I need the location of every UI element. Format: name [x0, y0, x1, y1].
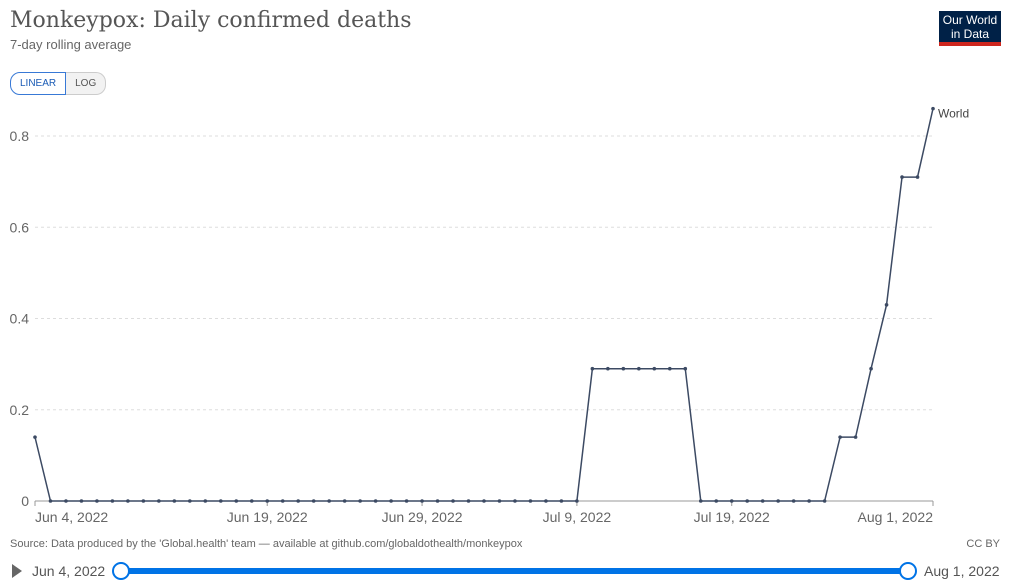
data-point — [683, 366, 688, 371]
y-tick-label: 0.4 — [10, 311, 30, 327]
x-tick-label: Jun 4, 2022 — [35, 509, 108, 525]
data-point — [915, 175, 920, 179]
owid-logo[interactable]: Our World in Data — [939, 11, 1001, 46]
timeline-track[interactable] — [120, 568, 907, 574]
data-point — [141, 499, 146, 503]
x-tick-label: Jun 29, 2022 — [382, 509, 463, 525]
data-point — [528, 499, 533, 503]
data-point — [745, 499, 750, 503]
data-point — [280, 499, 285, 503]
data-point — [203, 499, 208, 503]
data-point — [435, 499, 440, 503]
data-point — [451, 499, 455, 503]
log-button[interactable]: LOG — [66, 72, 107, 95]
timeline-start-label: Jun 4, 2022 — [32, 563, 106, 579]
series-label-world: World — [938, 107, 969, 121]
data-point — [838, 435, 842, 439]
data-point — [265, 499, 270, 503]
data-point — [853, 435, 858, 439]
data-point — [714, 499, 719, 503]
y-tick-label: 0 — [21, 493, 29, 509]
data-point — [652, 366, 657, 371]
x-tick-label: Aug 1, 2022 — [857, 509, 933, 525]
data-point — [760, 499, 765, 503]
x-tick-label: Jul 19, 2022 — [694, 509, 770, 525]
y-tick-label: 0.8 — [10, 128, 30, 144]
data-point — [776, 499, 780, 503]
line-chart: 0 0.2 0.4 0.6 0.8 Jun 4, 2022 Jun 19, 2022 Jun … — [10, 106, 970, 525]
data-point — [807, 499, 811, 503]
data-point — [791, 499, 796, 503]
scale-toggle: LINEAR LOG — [10, 72, 107, 95]
linear-button[interactable]: LINEAR — [10, 72, 67, 95]
data-point — [172, 499, 177, 503]
source-note: Source: Data produced by the 'Global.hea… — [10, 538, 523, 550]
data-point — [621, 366, 626, 371]
data-point — [729, 499, 734, 503]
data-point — [110, 499, 115, 503]
data-point — [544, 499, 548, 503]
chart-title: Monkeypox: Daily confirmed deaths — [10, 8, 412, 33]
y-tick-label: 0.6 — [10, 219, 30, 235]
data-point — [497, 499, 502, 503]
play-icon[interactable] — [12, 564, 22, 578]
series-line-world — [34, 108, 934, 502]
data-point — [95, 499, 99, 503]
timeline-end-label: Aug 1, 2022 — [924, 563, 1000, 579]
data-point — [466, 499, 471, 503]
data-point — [33, 435, 37, 439]
data-point — [234, 499, 239, 503]
data-point — [296, 499, 301, 503]
data-point — [64, 499, 68, 503]
data-point — [358, 499, 362, 503]
data-point — [698, 499, 703, 503]
chart-subtitle: 7-day rolling average — [10, 37, 132, 52]
data-point — [79, 499, 84, 503]
data-point — [420, 499, 424, 503]
data-point — [900, 175, 904, 179]
data-point — [606, 366, 610, 371]
data-point — [637, 366, 641, 371]
x-tick-label: Jun 19, 2022 — [227, 509, 308, 525]
timeline: Jun 4, 2022 Aug 1, 2022 — [0, 560, 1015, 582]
data-point — [575, 499, 579, 503]
x-tick-label: Jul 9, 2022 — [543, 509, 612, 525]
data-point — [869, 366, 873, 371]
data-point — [822, 499, 827, 503]
data-point — [482, 499, 486, 503]
y-tick-label: 0.2 — [10, 402, 30, 418]
data-point — [249, 499, 254, 503]
data-point — [404, 499, 409, 503]
data-point — [327, 499, 331, 503]
data-point — [389, 499, 393, 503]
data-point — [884, 303, 889, 307]
data-point — [157, 499, 161, 503]
data-point — [188, 499, 192, 503]
data-point — [373, 499, 378, 503]
data-point — [342, 499, 347, 503]
data-point — [931, 106, 935, 111]
timeline-end-handle[interactable] — [899, 562, 917, 580]
license-link[interactable]: CC BY — [966, 538, 1000, 550]
data-point — [559, 499, 564, 503]
data-point — [311, 499, 316, 503]
data-point — [218, 499, 223, 503]
data-point — [126, 499, 130, 503]
data-point — [48, 499, 53, 503]
timeline-start-handle[interactable] — [112, 562, 130, 580]
data-point — [513, 499, 517, 503]
data-point — [590, 366, 595, 371]
data-point — [667, 366, 672, 371]
